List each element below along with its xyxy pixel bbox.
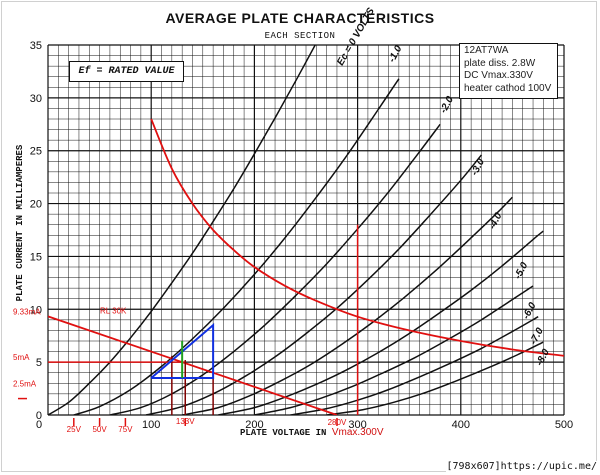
- x-tick-label: 400: [452, 419, 470, 431]
- ef-rated-value-box: Ef = RATED VALUE: [69, 61, 184, 82]
- y-tick-label: 35: [30, 40, 42, 52]
- curve-label: -5.0: [513, 260, 531, 281]
- voltage-label: 133V: [176, 417, 195, 426]
- info-line-dissipation: plate diss. 2.8W: [464, 57, 536, 69]
- curve-label: -3.0: [469, 157, 487, 178]
- y-tick-label: 10: [30, 304, 42, 316]
- tube-curve: [290, 316, 539, 415]
- grid-minor: [48, 45, 564, 415]
- x-axis-vmax-note: Vmax.300V: [331, 427, 384, 438]
- current-label: 2.5mA: [13, 380, 37, 389]
- curve-label: -1.0: [387, 44, 405, 65]
- tick-labels: 0 5 10 15 20 25 30 35 0 100 200 300 400 500: [30, 40, 573, 431]
- tube-curve: [73, 78, 400, 415]
- x-tick-label: 200: [245, 419, 263, 431]
- x-tick-label: 0: [36, 419, 42, 431]
- tube-info-box: 12AT7WA plate diss. 2.8W DC Vmax.330V he…: [459, 43, 558, 99]
- current-label: 9.33mA: [13, 307, 41, 316]
- curve-label: Ec = 0 VOLTS: [335, 6, 377, 68]
- y-tick-label: 30: [30, 93, 42, 105]
- voltage-label: 25V: [67, 425, 82, 434]
- x-axis-label-text: PLATE VOLTAGE IN: [240, 428, 327, 438]
- tube-curve: [145, 154, 483, 415]
- y-tick-label: 25: [30, 146, 42, 158]
- plate-dissipation-curve: [150, 118, 564, 357]
- info-line-vmax: DC Vmax.330V: [464, 70, 533, 81]
- annotation-labels: RL 30K 9.33mA 5mA 2.5mA 25V 50V 75V 133V 280V: [13, 307, 347, 434]
- current-label: 5mA: [13, 353, 30, 362]
- y-tick-label: 5: [36, 357, 42, 369]
- voltage-label: 75V: [118, 425, 133, 434]
- load-line-label: RL 30K: [100, 307, 127, 316]
- tube-curve: [218, 230, 544, 415]
- red-annotations: [48, 118, 564, 415]
- chart-subtitle: EACH SECTION: [264, 31, 336, 41]
- info-line-tube: 12AT7WA: [464, 45, 509, 56]
- tube-curve: [326, 341, 544, 415]
- y-tick-label: 15: [30, 251, 42, 263]
- watermark: [798x607]https://upic.me/: [446, 461, 597, 472]
- blue-annotations: [150, 322, 215, 379]
- load-line: [48, 315, 338, 415]
- info-line-heater: heater cathod 100V: [464, 82, 552, 94]
- y-axis-label: PLATE CURRENT IN MILLIAMPERES: [15, 144, 25, 302]
- tube-curve: [48, 45, 317, 415]
- tube-curve: [109, 123, 441, 415]
- chart-title: AVERAGE PLATE CHARACTERISTICS: [165, 10, 435, 26]
- y-tick-label: 0: [36, 410, 42, 422]
- x-tick-label: 500: [555, 419, 573, 431]
- x-axis-label: PLATE VOLTAGE IN Vmax.300V: [240, 427, 384, 438]
- y-tick-label: 20: [30, 199, 42, 211]
- tube-curve: [254, 285, 534, 415]
- voltage-label: 280V: [328, 418, 347, 427]
- x-tick-label: 300: [348, 419, 366, 431]
- voltage-label: 50V: [92, 425, 107, 434]
- x-tick-label: 100: [142, 419, 160, 431]
- curve-label: -8.0: [534, 347, 552, 368]
